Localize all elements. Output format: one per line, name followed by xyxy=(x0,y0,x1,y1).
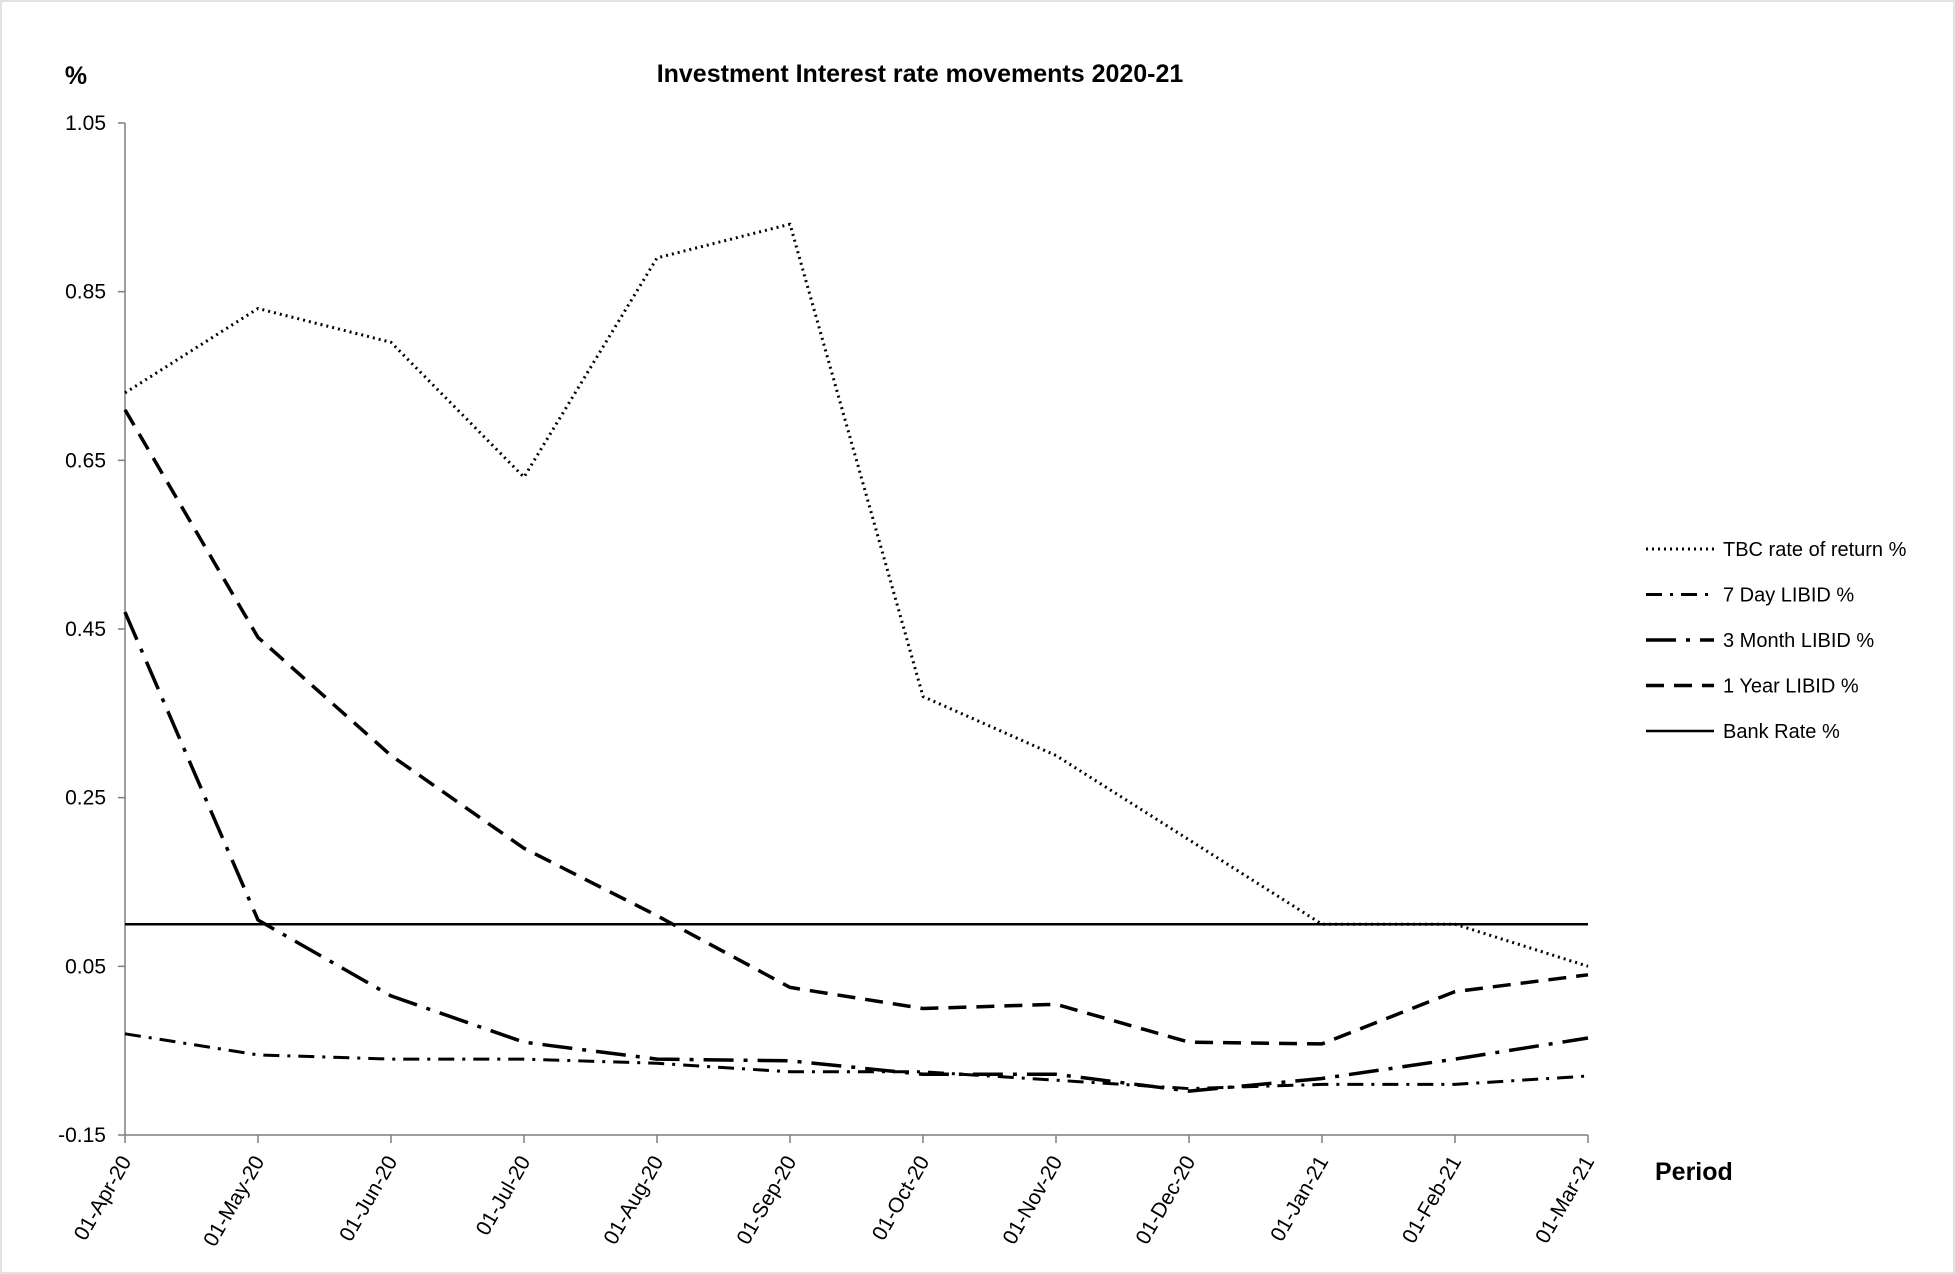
series-line-1 xyxy=(124,222,1589,968)
y-tick-label: 1.05 xyxy=(65,112,106,135)
chart-title: Investment Interest rate movements 2020-… xyxy=(657,60,1184,88)
legend-label: 7 Day LIBID % xyxy=(1723,585,1854,607)
y-tick-label: 0.65 xyxy=(65,449,106,472)
series-line-4 xyxy=(123,408,1589,1046)
series-line-2 xyxy=(124,1032,1589,1091)
y-tick-label: 0.45 xyxy=(65,618,106,641)
legend-label: 1 Year LIBID % xyxy=(1723,676,1859,698)
y-tick-label: 0.05 xyxy=(65,955,106,978)
y-tick-label: 0.85 xyxy=(65,281,106,304)
series-lines xyxy=(123,222,1589,1093)
legend-label: 3 Month LIBID % xyxy=(1723,630,1874,652)
y-tick-label: -0.15 xyxy=(58,1124,106,1147)
legend-label: Bank Rate % xyxy=(1723,721,1840,743)
legend-label: TBC rate of return % xyxy=(1723,539,1907,561)
legend: TBC rate of return % 7 Day LIBID % 3 Month… xyxy=(1646,539,1907,743)
y-axis-unit-label: % xyxy=(65,62,87,90)
y-tick-label: 0.25 xyxy=(65,787,106,810)
x-axis-title: Period xyxy=(1655,1158,1733,1186)
